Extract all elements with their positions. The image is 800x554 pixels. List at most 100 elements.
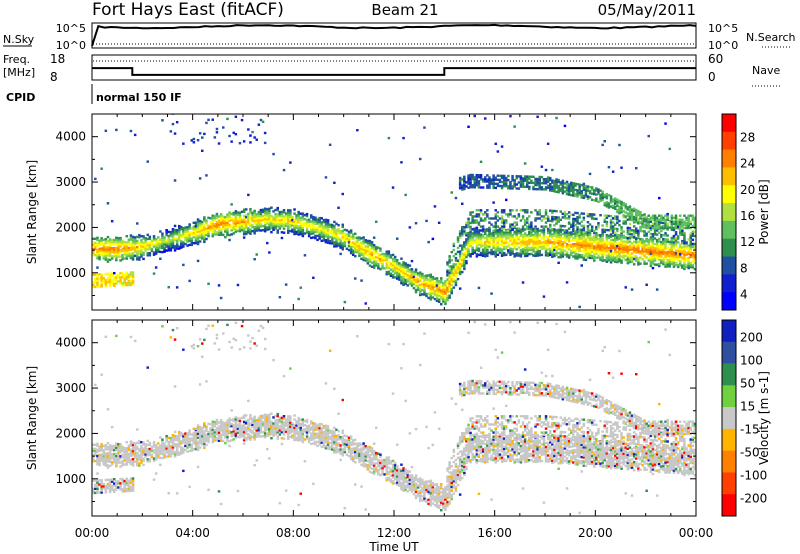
power-cell [490, 182, 493, 185]
power-cell [92, 247, 95, 251]
power-cell [590, 240, 594, 243]
power-cell [645, 226, 648, 230]
power-cell [115, 240, 118, 243]
velocity-cell [96, 485, 99, 488]
power-cell [435, 279, 439, 282]
power-cell [599, 258, 602, 261]
power-cell [354, 236, 357, 239]
power-cell [601, 243, 604, 246]
power-cell [668, 226, 671, 229]
power-cell [333, 230, 336, 234]
power-cell [452, 263, 456, 266]
power-cell [465, 234, 468, 237]
velocity-cell [94, 491, 97, 495]
power-cell [268, 251, 271, 254]
power-cell [622, 220, 625, 223]
power-cell [576, 247, 579, 250]
power-cell [622, 216, 625, 219]
power-cell [563, 241, 567, 244]
power-cell [620, 211, 623, 214]
power-cell [381, 258, 384, 262]
power-cell [484, 178, 487, 181]
power-cell [125, 245, 128, 248]
power-cell [530, 252, 533, 256]
power-cell [597, 250, 600, 253]
power-cell [683, 249, 686, 252]
power-cell [291, 228, 294, 231]
power-cell [238, 213, 242, 217]
power-cell [452, 274, 456, 277]
power-cell [649, 232, 653, 236]
velocity-cell [196, 434, 200, 437]
velocity-cell [136, 428, 139, 431]
power-cell [676, 241, 680, 244]
velocity-cell [188, 437, 191, 440]
power-cell [664, 214, 667, 217]
velocity-cell [104, 491, 108, 494]
power-cell [354, 242, 357, 246]
power-cell [500, 242, 504, 245]
velocity-cell [92, 489, 95, 493]
power-cell [450, 281, 453, 285]
velocity-cell [205, 425, 208, 428]
power-cell [683, 214, 686, 217]
power-cell [121, 249, 124, 253]
power-cell [364, 249, 367, 252]
power-cell [127, 238, 131, 241]
power-cell [546, 227, 550, 231]
power-cell [127, 283, 131, 287]
power-cell [215, 227, 219, 230]
power-cell [419, 157, 422, 161]
power-cell [681, 264, 684, 267]
velocity-cell [182, 433, 185, 436]
power-cell [502, 180, 506, 184]
power-cell [465, 239, 468, 242]
power-cell [442, 288, 445, 291]
power-cell [328, 231, 332, 235]
power-cell [502, 174, 506, 178]
power-cell [433, 291, 437, 295]
power-cell [104, 240, 108, 243]
power-cell [693, 242, 696, 246]
power-cell [104, 278, 108, 282]
power-cell [322, 225, 326, 228]
power-cell [599, 240, 602, 243]
power-cell [278, 219, 282, 222]
power-cell [404, 280, 407, 284]
power-cell [672, 228, 676, 232]
power-cell [391, 270, 395, 273]
power-cell [523, 240, 527, 243]
power-cell [400, 271, 403, 275]
power-cell [322, 231, 326, 234]
power-cell [96, 236, 99, 239]
power-cell [542, 180, 546, 183]
power-cell [444, 300, 447, 303]
power-cell [528, 234, 531, 237]
power-cell [465, 225, 468, 229]
power-cell [473, 231, 476, 234]
velocity-cell [154, 458, 158, 461]
power-cell [526, 244, 529, 247]
velocity-cell [140, 457, 143, 460]
power-cell [574, 257, 577, 260]
power-cell [324, 176, 328, 179]
power-cell [423, 126, 426, 129]
power-cell [230, 227, 233, 230]
velocity-cell [94, 383, 97, 387]
power-cell [691, 234, 695, 237]
power-cell [494, 249, 497, 252]
power-cell [593, 231, 596, 235]
velocity-cell [119, 455, 122, 458]
power-cell [676, 253, 680, 256]
power-cell [266, 208, 269, 211]
power-cell [662, 226, 665, 230]
power-cell [108, 282, 112, 286]
velocity-cell [144, 451, 147, 454]
power-cell [565, 229, 569, 232]
power-cell [528, 248, 531, 252]
velocity-cell [198, 440, 202, 443]
power-cell [614, 240, 617, 243]
power-cell [461, 234, 464, 237]
velocity-cell [131, 477, 135, 480]
power-cell [362, 250, 365, 253]
